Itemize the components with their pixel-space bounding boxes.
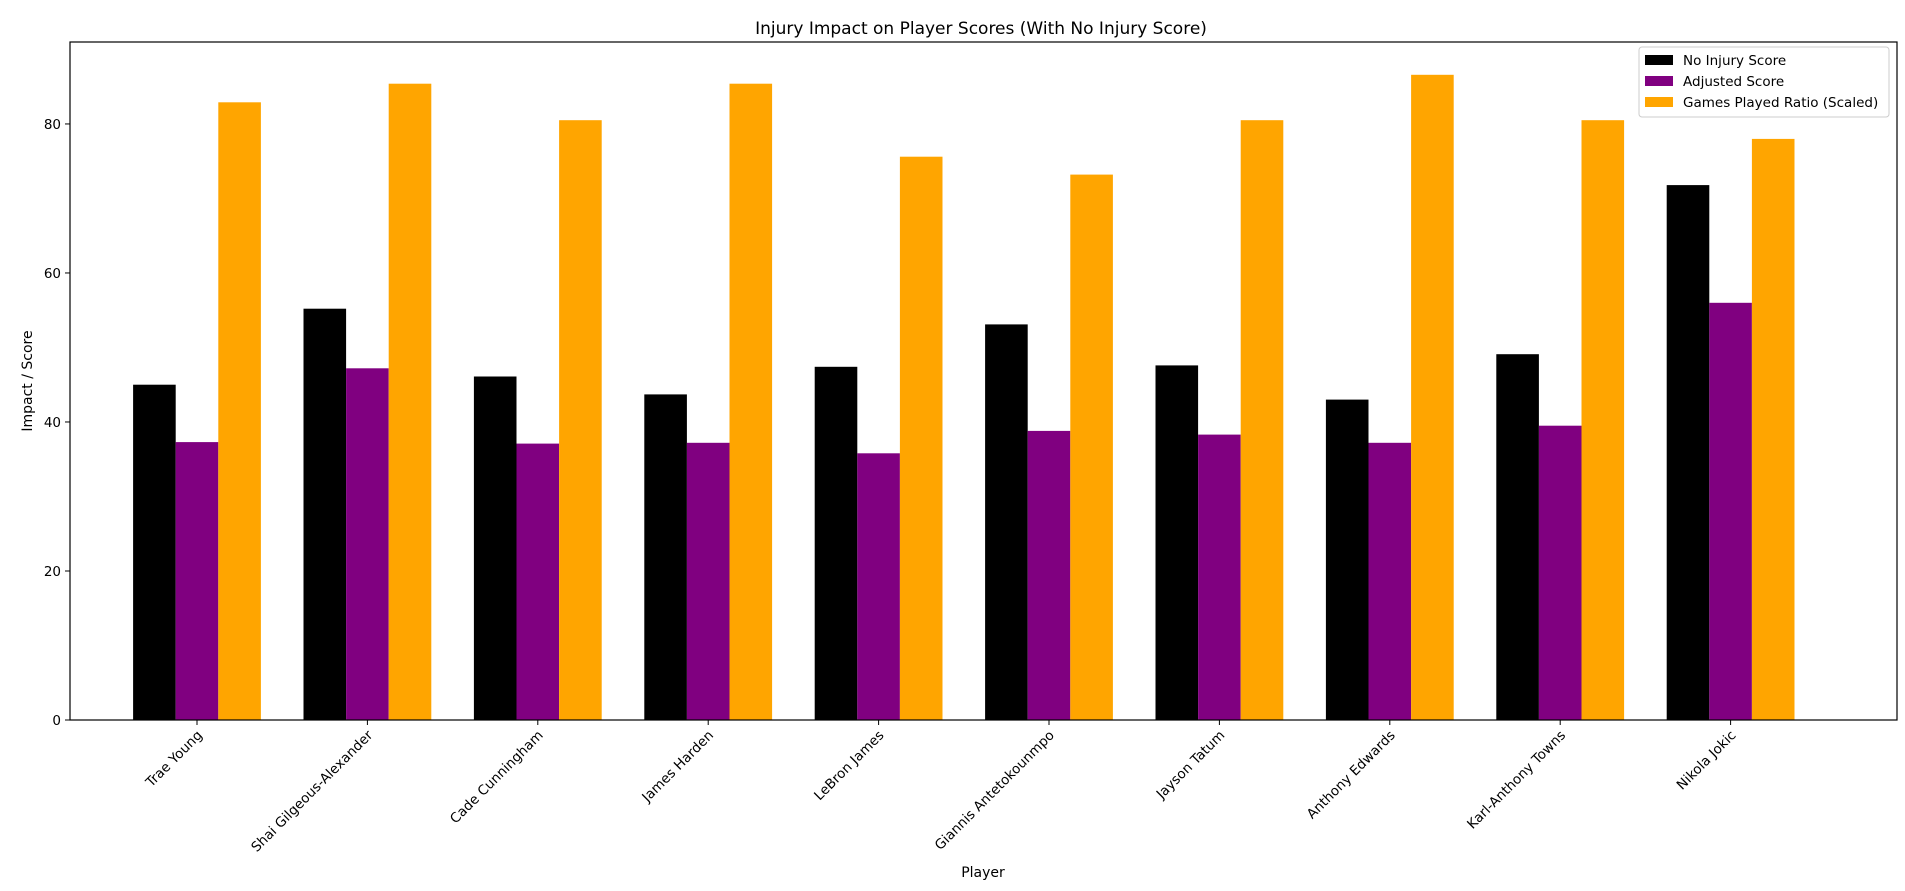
y-tick-label: 0 [52, 713, 61, 729]
bar-adjusted-score-6 [1027, 430, 1071, 720]
bar-games-played-ratio-scaled-7 [1240, 120, 1284, 720]
y-tick-label: 20 [44, 564, 61, 580]
bar-adjusted-score-10 [1709, 302, 1752, 720]
bar-adjusted-score-8 [1368, 442, 1412, 720]
y-axis: 0 20 40 60 80 [44, 117, 70, 729]
y-tick-label: 40 [44, 415, 61, 431]
bar-adjusted-score-5 [857, 453, 900, 720]
legend-entry-label: No Injury Score [1683, 53, 1786, 69]
legend-entry-label: Adjusted Score [1683, 74, 1784, 90]
bar-no-injury-score-3 [473, 376, 517, 720]
bar-games-played-ratio-scaled-1 [218, 102, 261, 721]
bar-no-injury-score-4 [644, 394, 687, 720]
bar-games-played-ratio-scaled-4 [729, 83, 773, 720]
bar-no-injury-score-6 [985, 324, 1028, 720]
bar-games-played-ratio-scaled-3 [559, 120, 602, 720]
bar-games-played-ratio-scaled-9 [1581, 120, 1625, 720]
bar-no-injury-score-8 [1325, 399, 1369, 720]
bar-no-injury-score-7 [1155, 365, 1199, 720]
bar-adjusted-score-1 [175, 442, 219, 720]
y-tick-label: 80 [44, 117, 61, 133]
x-axis-label: Player [961, 865, 1005, 881]
bar-adjusted-score-7 [1198, 434, 1241, 720]
legend-swatch [1645, 97, 1673, 107]
bar-adjusted-score-9 [1538, 425, 1582, 720]
bar-games-played-ratio-scaled-2 [388, 83, 432, 720]
legend-box [1638, 46, 1890, 118]
bar-adjusted-score-4 [686, 442, 730, 720]
bars-layer [133, 74, 1795, 721]
bar-games-played-ratio-scaled-5 [899, 156, 943, 720]
bar-games-played-ratio-scaled-8 [1411, 74, 1454, 721]
bar-no-injury-score-10 [1666, 185, 1710, 721]
bar-adjusted-score-2 [346, 368, 389, 720]
plot-area-frame [69, 41, 1898, 721]
bar-no-injury-score-5 [814, 366, 858, 720]
bar-no-injury-score-9 [1496, 354, 1539, 720]
bar-adjusted-score-3 [516, 443, 560, 720]
bar-games-played-ratio-scaled-10 [1751, 138, 1795, 720]
legend-entry-label: Games Played Ratio (Scaled) [1683, 95, 1878, 111]
bar-no-injury-score-1 [133, 384, 176, 720]
bar-games-played-ratio-scaled-6 [1070, 174, 1113, 721]
y-tick-label: 60 [44, 266, 61, 282]
legend: No Injury Score Adjusted Score Games Playe… [1638, 46, 1890, 118]
legend-swatch [1645, 55, 1673, 65]
y-axis-label: Impact / Score [20, 330, 36, 431]
chart-title: Injury Impact on Player Scores (With No … [755, 19, 1207, 39]
legend-swatch [1645, 76, 1673, 86]
bar-no-injury-score-2 [303, 308, 347, 720]
